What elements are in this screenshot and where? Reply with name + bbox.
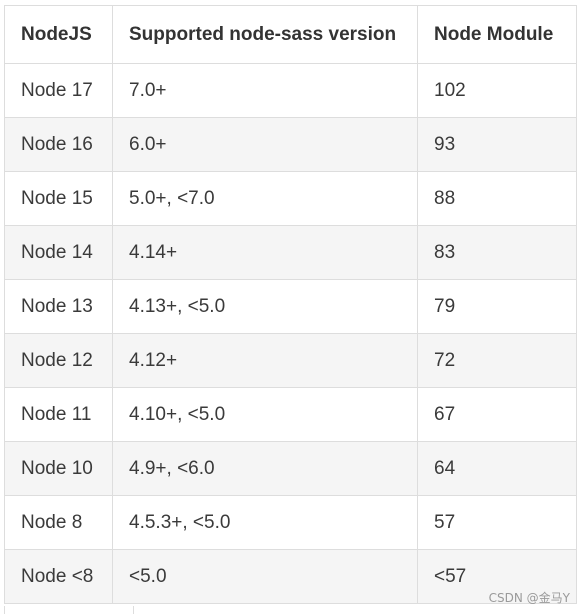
cell-node-module: 67 bbox=[417, 387, 577, 442]
table-row: Node 10 4.9+, <6.0 64 bbox=[4, 441, 577, 496]
cell-node-sass-version: 4.13+, <5.0 bbox=[112, 279, 418, 334]
node-sass-compatibility-table: NodeJS Supported node-sass version Node … bbox=[4, 5, 577, 604]
csdn-watermark: CSDN @金马Y bbox=[488, 591, 570, 605]
table-scroll-edge bbox=[4, 606, 134, 614]
cell-node-sass-version: 4.9+, <6.0 bbox=[112, 441, 418, 496]
cell-node-sass-version: 7.0+ bbox=[112, 63, 418, 118]
cell-nodejs: Node 12 bbox=[4, 333, 113, 388]
cell-node-sass-version: 4.12+ bbox=[112, 333, 418, 388]
cell-nodejs: Node 13 bbox=[4, 279, 113, 334]
cell-node-module: 64 bbox=[417, 441, 577, 496]
table-row: Node 16 6.0+ 93 bbox=[4, 117, 577, 172]
cell-node-module: 88 bbox=[417, 171, 577, 226]
cell-nodejs: Node 10 bbox=[4, 441, 113, 496]
cell-nodejs: Node 17 bbox=[4, 63, 113, 118]
cell-node-module: 83 bbox=[417, 225, 577, 280]
table-row: Node 12 4.12+ 72 bbox=[4, 333, 577, 388]
cell-node-sass-version: 4.14+ bbox=[112, 225, 418, 280]
cell-node-module: 57 bbox=[417, 495, 577, 550]
header-row: NodeJS Supported node-sass version Node … bbox=[4, 5, 577, 64]
table-row: Node <8 <5.0 <57 bbox=[4, 549, 577, 604]
cell-node-module: 102 bbox=[417, 63, 577, 118]
table-row: Node 8 4.5.3+, <5.0 57 bbox=[4, 495, 577, 550]
table-row: Node 17 7.0+ 102 bbox=[4, 63, 577, 118]
cell-node-sass-version: 5.0+, <7.0 bbox=[112, 171, 418, 226]
cell-nodejs: Node 14 bbox=[4, 225, 113, 280]
cell-node-module: <57 bbox=[417, 549, 577, 604]
cell-node-sass-version: 4.10+, <5.0 bbox=[112, 387, 418, 442]
cell-node-sass-version: <5.0 bbox=[112, 549, 418, 604]
cell-nodejs: Node 11 bbox=[4, 387, 113, 442]
table-row: Node 14 4.14+ 83 bbox=[4, 225, 577, 280]
cell-node-module: 93 bbox=[417, 117, 577, 172]
table-body: Node 17 7.0+ 102 Node 16 6.0+ 93 Node 15… bbox=[4, 63, 577, 604]
column-header-node-module: Node Module bbox=[417, 5, 577, 64]
table-row: Node 13 4.13+, <5.0 79 bbox=[4, 279, 577, 334]
cell-node-sass-version: 6.0+ bbox=[112, 117, 418, 172]
cell-node-sass-version: 4.5.3+, <5.0 bbox=[112, 495, 418, 550]
cell-nodejs: Node <8 bbox=[4, 549, 113, 604]
column-header-nodejs: NodeJS bbox=[4, 5, 113, 64]
cell-node-module: 72 bbox=[417, 333, 577, 388]
table-header: NodeJS Supported node-sass version Node … bbox=[4, 5, 577, 64]
table-row: Node 11 4.10+, <5.0 67 bbox=[4, 387, 577, 442]
table-row: Node 15 5.0+, <7.0 88 bbox=[4, 171, 577, 226]
cell-nodejs: Node 8 bbox=[4, 495, 113, 550]
cell-nodejs: Node 16 bbox=[4, 117, 113, 172]
cell-node-module: 79 bbox=[417, 279, 577, 334]
cell-nodejs: Node 15 bbox=[4, 171, 113, 226]
column-header-node-sass-version: Supported node-sass version bbox=[112, 5, 418, 64]
